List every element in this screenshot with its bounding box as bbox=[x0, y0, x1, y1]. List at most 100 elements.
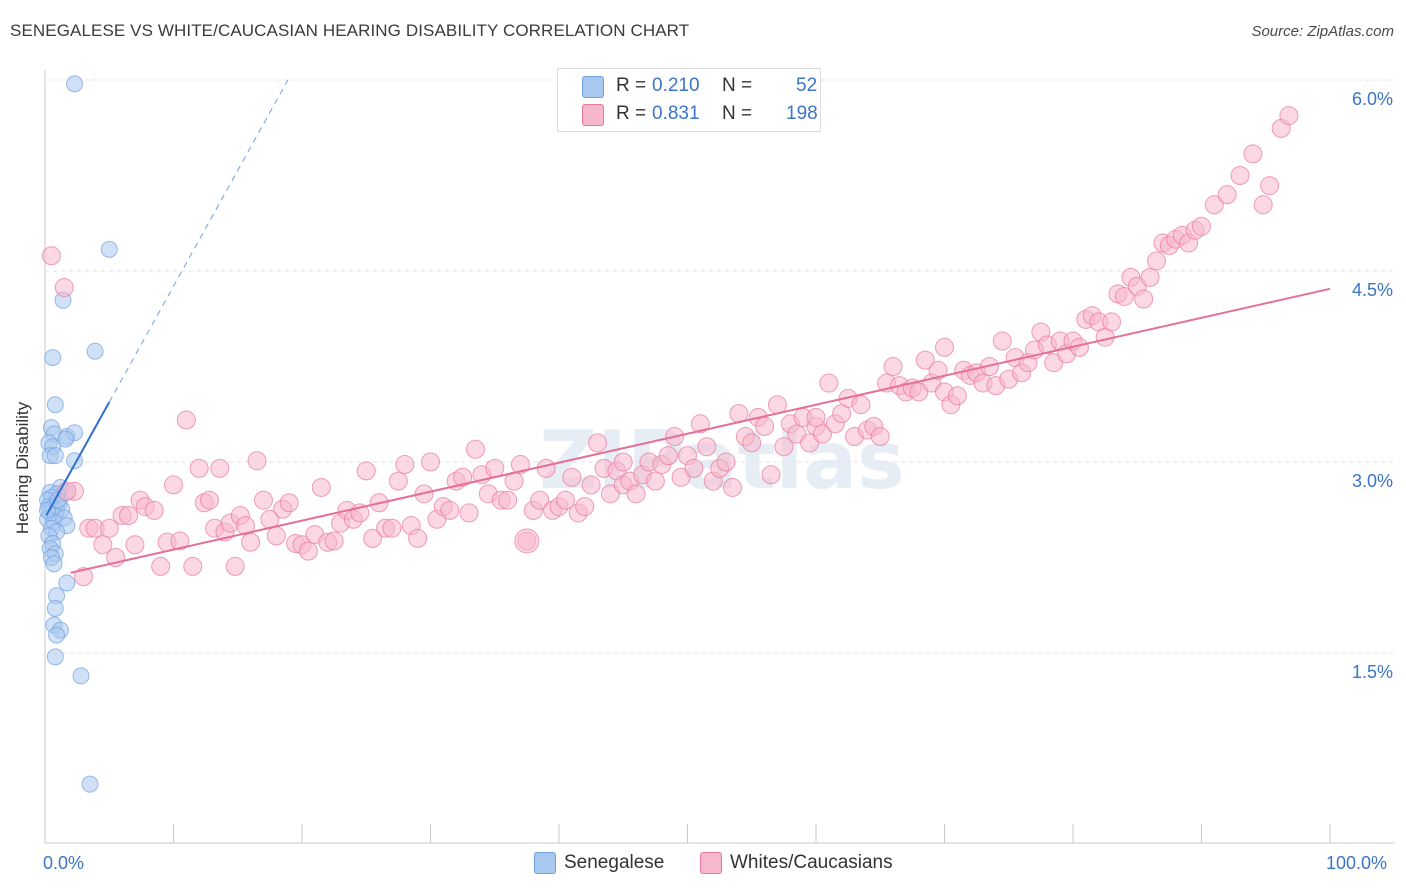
whites-point bbox=[510, 455, 530, 475]
whites-point bbox=[164, 475, 183, 495]
legend-r-label: R = bbox=[616, 75, 647, 96]
senegalese-point bbox=[58, 574, 76, 592]
whites-point bbox=[530, 490, 550, 510]
whites-point bbox=[266, 526, 286, 546]
whites-point bbox=[119, 505, 139, 525]
whites-point bbox=[356, 461, 376, 481]
whites-point bbox=[774, 437, 794, 457]
whites-point bbox=[935, 337, 954, 357]
senegalese-point bbox=[44, 349, 62, 367]
senegalese-point bbox=[46, 599, 64, 617]
whites-point bbox=[690, 414, 710, 434]
whites-point bbox=[324, 531, 344, 551]
whites-point bbox=[210, 458, 230, 478]
y-tick-label: 6.0% bbox=[1352, 89, 1393, 109]
whites-point bbox=[928, 360, 948, 380]
whites-point bbox=[716, 452, 736, 472]
whites-point bbox=[311, 477, 331, 497]
whites-point bbox=[626, 484, 646, 504]
y-axis-label: Hearing Disability bbox=[13, 401, 32, 535]
whites-point bbox=[992, 331, 1012, 351]
x-tick-label-min: 0.0% bbox=[43, 853, 85, 873]
whites-point bbox=[1134, 289, 1154, 309]
whites-point bbox=[99, 518, 119, 538]
whites-trend-line bbox=[70, 287, 1331, 574]
legend-n-label: N = bbox=[722, 75, 753, 96]
whites-point bbox=[915, 350, 935, 370]
senegalese-point bbox=[48, 626, 66, 644]
whites-point bbox=[1102, 312, 1122, 332]
senegalese-trend-line bbox=[45, 401, 111, 516]
source-label: Source: ZipAtlas.com bbox=[1251, 23, 1394, 40]
senegalese-point bbox=[45, 555, 63, 573]
whites-point bbox=[199, 490, 219, 510]
whites-point bbox=[498, 490, 518, 510]
whites-point bbox=[279, 493, 299, 513]
whites-point bbox=[54, 278, 74, 298]
whites-point bbox=[241, 532, 261, 552]
whites-point bbox=[453, 467, 473, 487]
whites-point bbox=[883, 357, 903, 376]
whites-point bbox=[1230, 166, 1250, 185]
whites-point bbox=[555, 490, 575, 510]
senegalese-point bbox=[86, 342, 104, 360]
whites-point bbox=[125, 535, 145, 555]
whites-point bbox=[870, 427, 890, 447]
whites-point bbox=[645, 471, 665, 491]
senegalese-point bbox=[100, 240, 118, 258]
legend-n-value: 198 bbox=[786, 103, 818, 124]
whites-point bbox=[812, 424, 832, 444]
whites-point bbox=[562, 467, 582, 487]
whites-point bbox=[742, 433, 762, 453]
senegalese-point bbox=[81, 775, 99, 793]
legend-n-value: 52 bbox=[796, 75, 818, 96]
whites-point bbox=[408, 528, 428, 548]
legend-n-label: N = bbox=[722, 103, 753, 124]
whites-point bbox=[613, 452, 633, 472]
whites-point bbox=[144, 500, 164, 520]
whites-point bbox=[588, 433, 608, 453]
whites-point bbox=[298, 541, 318, 561]
whites-point bbox=[189, 458, 209, 478]
whites-point bbox=[421, 452, 440, 472]
whites-point bbox=[1114, 286, 1134, 306]
senegalese-point bbox=[46, 447, 64, 465]
senegalese-trend-extension bbox=[108, 79, 289, 403]
whites-point bbox=[947, 386, 967, 406]
legend-r-value: 0.831 bbox=[652, 103, 700, 124]
y-tick-label: 1.5% bbox=[1352, 662, 1393, 682]
senegalese-point bbox=[66, 75, 84, 93]
whites-point bbox=[225, 556, 245, 576]
y-tick-label: 4.5% bbox=[1352, 280, 1393, 300]
whites-point bbox=[581, 475, 601, 495]
whites-point bbox=[1204, 195, 1224, 215]
whites-point bbox=[575, 497, 595, 517]
whites-point bbox=[658, 446, 678, 466]
whites-point bbox=[761, 465, 781, 485]
bottom-legend-swatch-whites bbox=[700, 852, 722, 874]
whites-point bbox=[536, 458, 556, 478]
whites-point bbox=[1279, 106, 1299, 126]
senegalese-point bbox=[57, 430, 75, 448]
whites-point bbox=[1147, 251, 1167, 271]
legend-r-label: R = bbox=[616, 103, 647, 124]
whites-point bbox=[755, 416, 775, 436]
bottom-legend-swatch-senegalese bbox=[534, 852, 556, 874]
legend-r-value: 0.210 bbox=[652, 75, 700, 96]
bottom-legend-label: Whites/Caucasians bbox=[730, 852, 893, 873]
whites-point bbox=[1192, 216, 1211, 236]
whites-point bbox=[851, 395, 871, 415]
chart-title: SENEGALESE VS WHITE/CAUCASIAN HEARING DI… bbox=[10, 21, 690, 40]
whites-point bbox=[440, 500, 460, 520]
whites-point bbox=[382, 518, 402, 538]
correlation-legend: R = 0.210 N = 52 R = 0.831 N = 198 bbox=[557, 68, 821, 132]
bottom-legend-label: Senegalese bbox=[564, 852, 665, 873]
whites-point bbox=[388, 471, 408, 491]
whites-point bbox=[1217, 185, 1237, 205]
senegalese-point bbox=[46, 648, 64, 666]
whites-point bbox=[1260, 176, 1280, 196]
whites-point bbox=[806, 407, 826, 427]
whites-point bbox=[363, 528, 383, 548]
whites-point bbox=[684, 458, 704, 478]
